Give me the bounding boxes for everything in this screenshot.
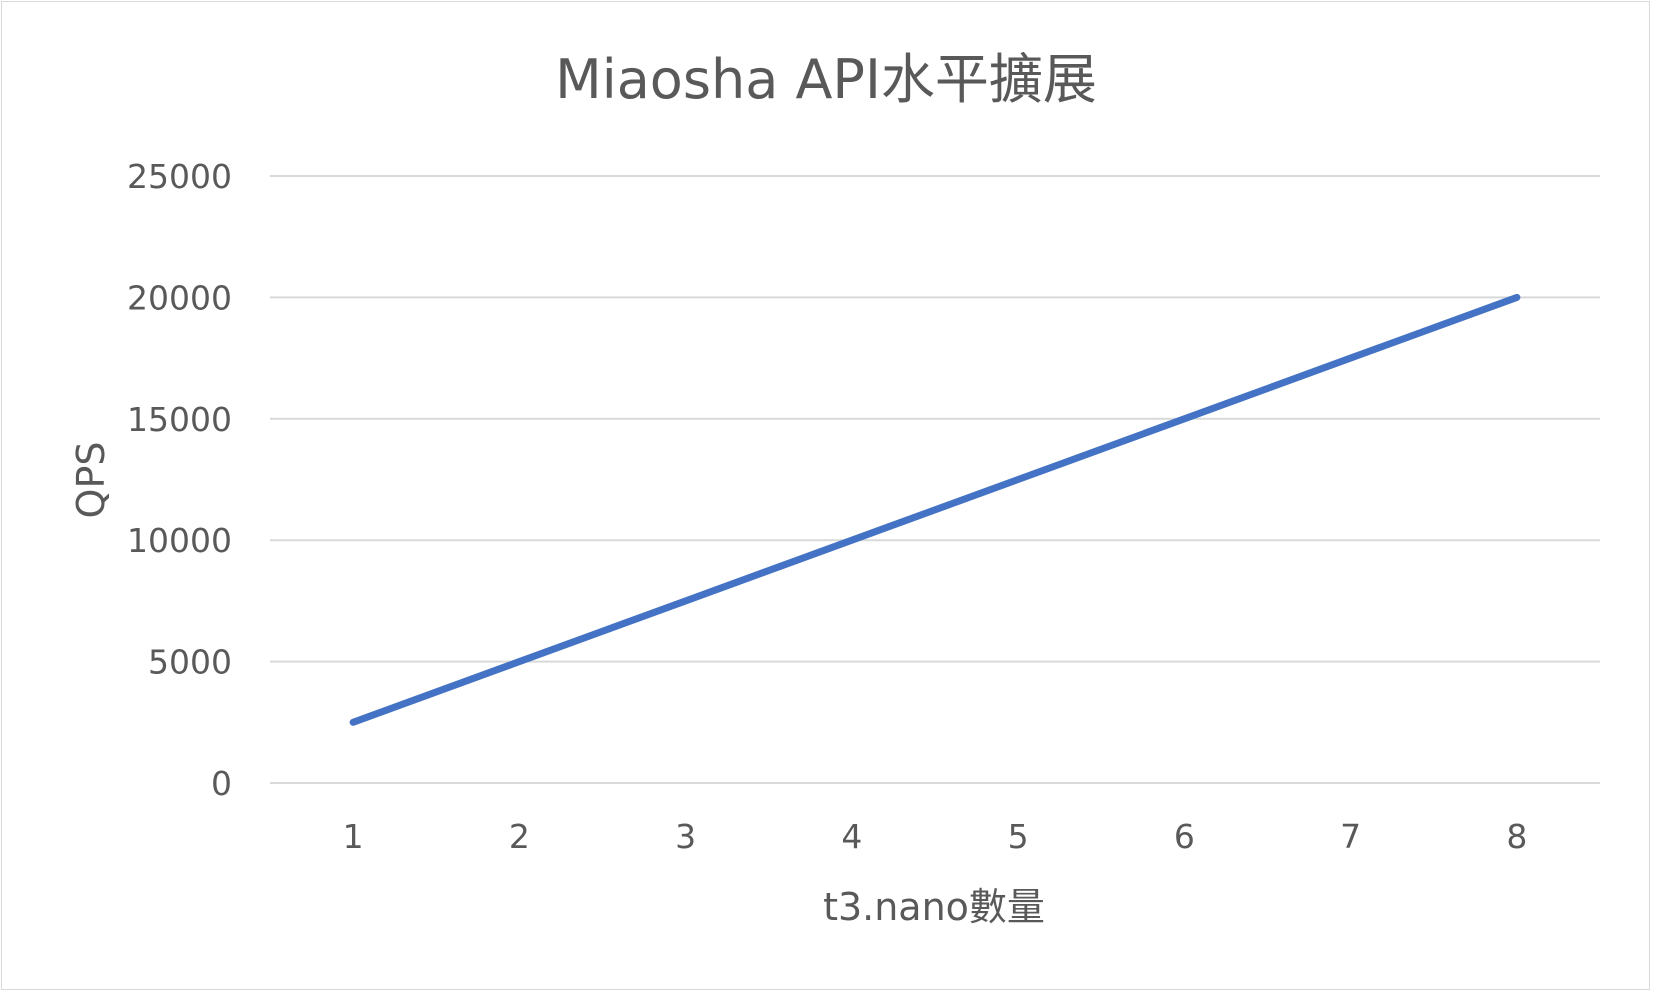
y-tick-label: 0 <box>211 764 232 803</box>
x-tick-label: 5 <box>1008 817 1029 856</box>
y-tick-label: 20000 <box>127 278 232 317</box>
x-tick-label: 2 <box>509 817 530 856</box>
x-tick-label: 7 <box>1340 817 1361 856</box>
gridlines <box>270 175 1600 784</box>
x-axis-title: t3.nano數量 <box>823 885 1045 929</box>
x-tick-label: 4 <box>841 817 862 856</box>
y-tick-label: 15000 <box>127 400 232 439</box>
y-tick-label: 10000 <box>127 521 232 560</box>
x-axis-tick-labels: 1 2 3 4 5 6 7 8 <box>343 817 1528 856</box>
series-line-1 <box>349 293 1521 726</box>
plot-series <box>349 293 1521 726</box>
x-tick-label: 8 <box>1506 817 1527 856</box>
x-tick-label: 3 <box>675 817 696 856</box>
y-tick-label: 25000 <box>127 157 232 196</box>
y-axis-title: QPS <box>69 442 113 519</box>
chart-title: Miaosha API水平擴展 <box>555 48 1097 111</box>
y-axis-tick-labels: 0 5000 10000 15000 20000 25000 <box>127 157 232 803</box>
x-tick-label: 1 <box>343 817 364 856</box>
y-tick-label: 5000 <box>148 643 232 682</box>
x-tick-label: 6 <box>1174 817 1195 856</box>
